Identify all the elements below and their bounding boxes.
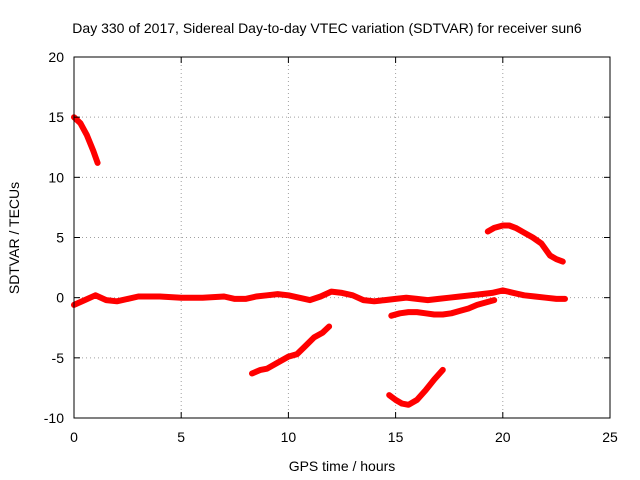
y-tick-label: -10 — [44, 410, 64, 426]
series-line-arc-1 — [71, 114, 101, 166]
series-line-arc-4 — [249, 323, 333, 377]
series-line-arc-6 — [484, 222, 566, 265]
axis-ticks: 0 5 10 15 20 25 -10 -5 0 5 10 15 20 — [44, 49, 618, 445]
y-tick-label: 15 — [48, 109, 64, 125]
y-axis-label: SDTVAR / TECUs — [6, 182, 22, 294]
x-tick-label: 20 — [495, 429, 511, 445]
x-axis-label: GPS time / hours — [289, 458, 396, 474]
y-tick-label: 10 — [48, 169, 64, 185]
series-line-arc-2-main — [71, 287, 568, 308]
chart-title: Day 330 of 2017, Sidereal Day-to-day VTE… — [72, 20, 582, 36]
x-tick-label: 15 — [388, 429, 404, 445]
x-tick-label: 10 — [281, 429, 297, 445]
series-line-arc-3 — [388, 297, 498, 319]
x-tick-label: 5 — [177, 429, 185, 445]
x-tick-label: 0 — [70, 429, 78, 445]
y-tick-label: 0 — [56, 290, 64, 306]
x-tick-label: 25 — [602, 429, 618, 445]
grid — [74, 57, 610, 418]
y-tick-label: -5 — [52, 350, 65, 366]
y-tick-label: 5 — [56, 230, 64, 246]
series-line-arc-5 — [386, 366, 446, 408]
data-series — [71, 114, 568, 408]
y-tick-label: 20 — [48, 49, 64, 65]
